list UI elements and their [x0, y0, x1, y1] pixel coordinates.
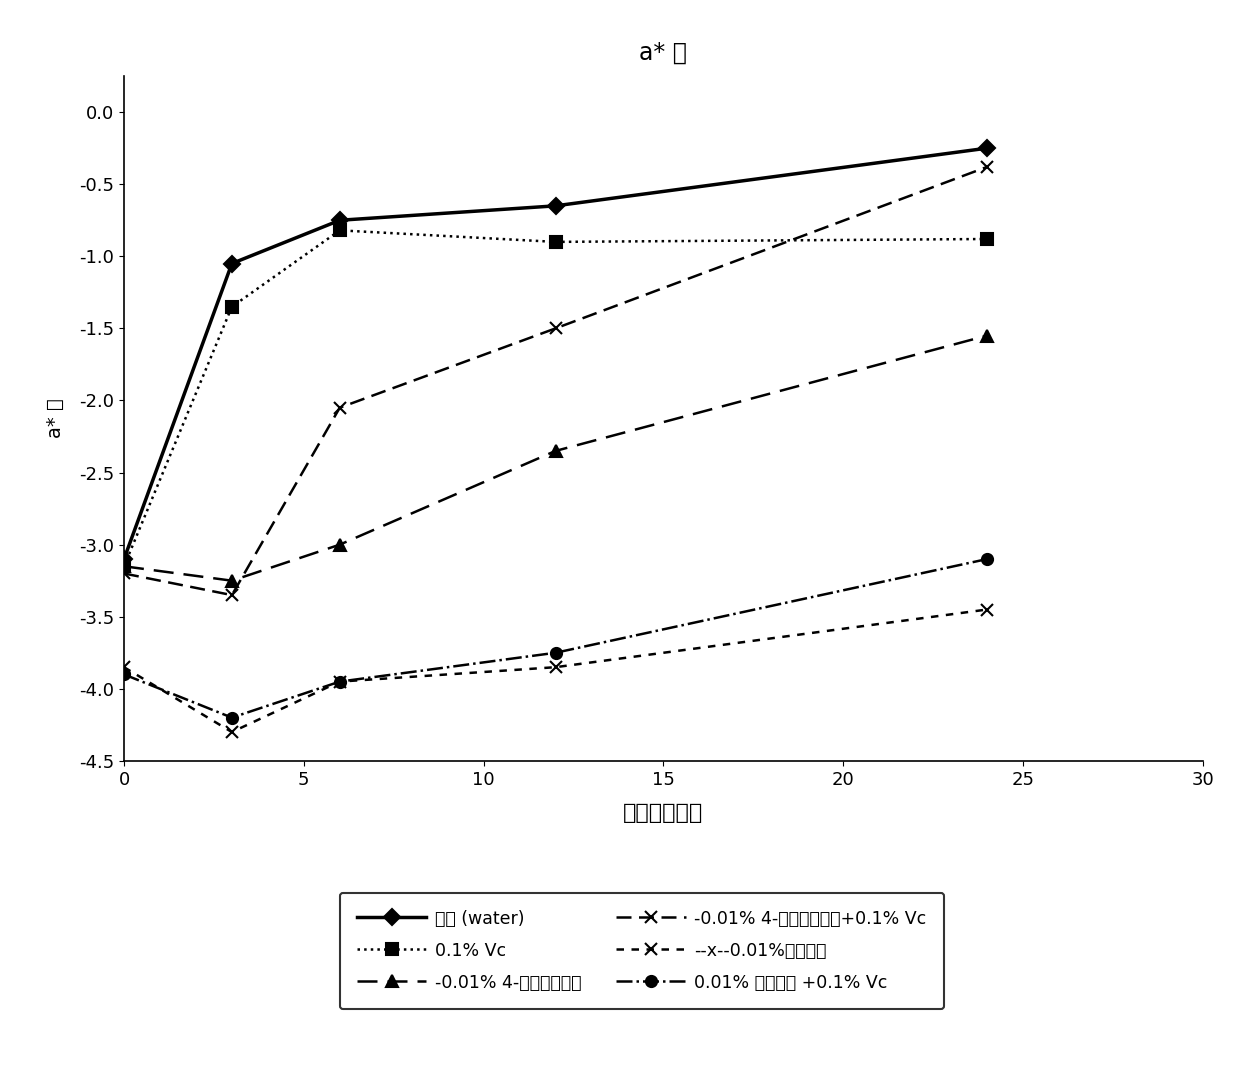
Y-axis label: a* 值: a* 值 [46, 399, 66, 438]
Legend: 对照 (water), 0.1% Vc, -0.01% 4-己基间苯二酚, -0.01% 4-己基间苯二酚+0.1% Vc, --x--0.01%有效部位, 0: 对照 (water), 0.1% Vc, -0.01% 4-己基间苯二酚, -0… [340, 892, 944, 1010]
X-axis label: 时间（小时）: 时间（小时） [624, 802, 703, 823]
Title: a* 值: a* 值 [640, 40, 687, 64]
